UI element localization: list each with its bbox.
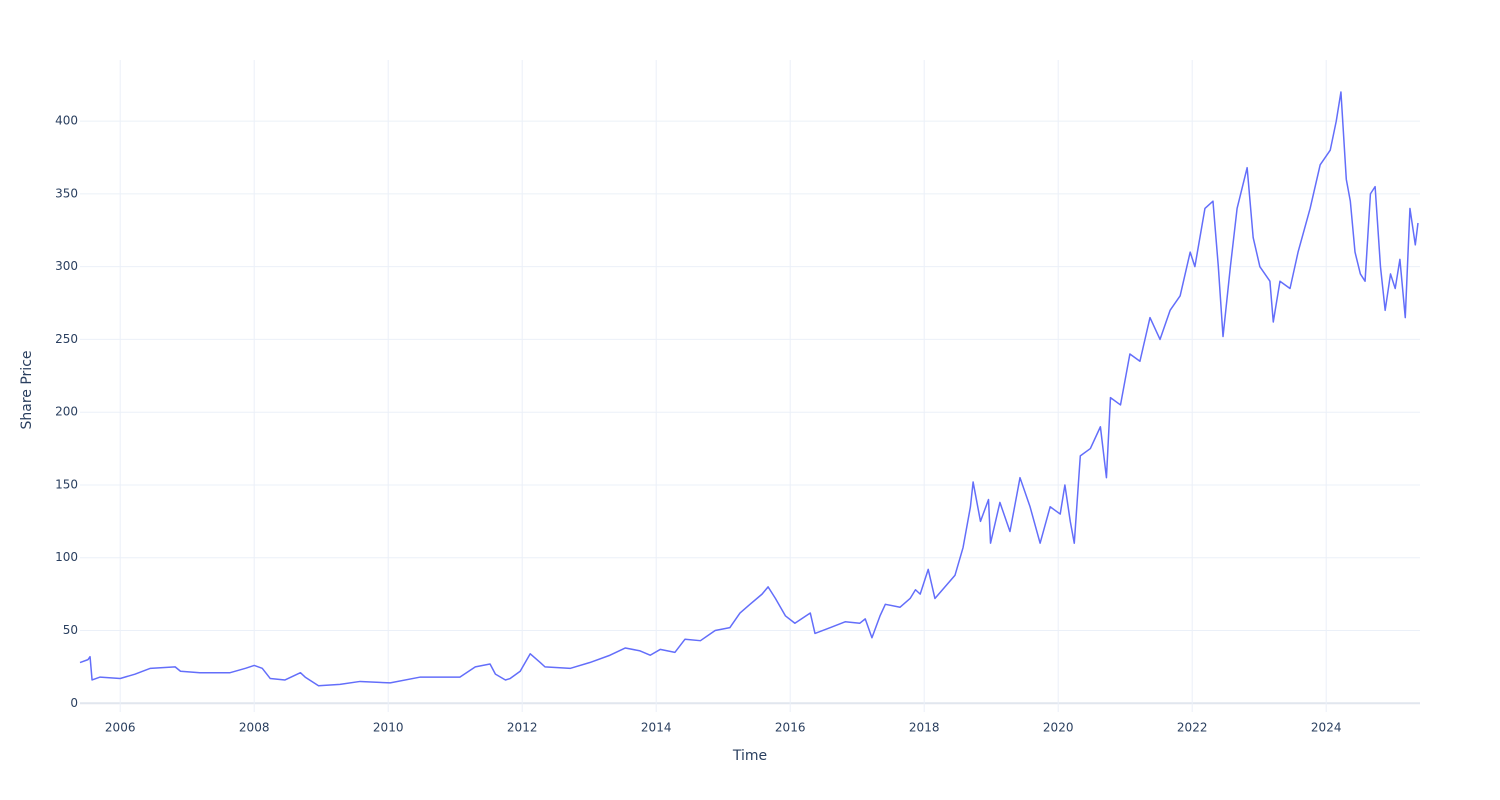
x-tick-label: 2012 — [507, 721, 538, 735]
y-tick-label: 400 — [55, 114, 78, 128]
y-tick-label: 0 — [70, 696, 78, 710]
x-tick-label: 2014 — [641, 721, 672, 735]
x-tick-label: 2022 — [1177, 721, 1208, 735]
x-tick-label: 2006 — [105, 721, 136, 735]
y-axis-title: Share Price — [19, 350, 35, 429]
y-tick-label: 250 — [55, 332, 78, 346]
x-tick-label: 2018 — [909, 721, 940, 735]
y-tick-label: 300 — [55, 259, 78, 273]
y-tick-label: 150 — [55, 477, 78, 491]
x-tick-label: 2010 — [373, 721, 404, 735]
y-tick-label: 50 — [63, 623, 78, 637]
x-axis-title: Time — [732, 748, 767, 764]
x-tick-label: 2020 — [1043, 721, 1074, 735]
price-line — [79, 91, 1419, 687]
y-tick-label: 100 — [55, 550, 78, 564]
y-tick-label: 200 — [55, 405, 78, 419]
grid — [80, 60, 1420, 712]
x-tick-label: 2016 — [775, 721, 806, 735]
plot-area — [79, 91, 1419, 687]
y-tick-label: 350 — [55, 186, 78, 200]
x-tick-label: 2024 — [1311, 721, 1342, 735]
x-tick-label: 2008 — [239, 721, 270, 735]
